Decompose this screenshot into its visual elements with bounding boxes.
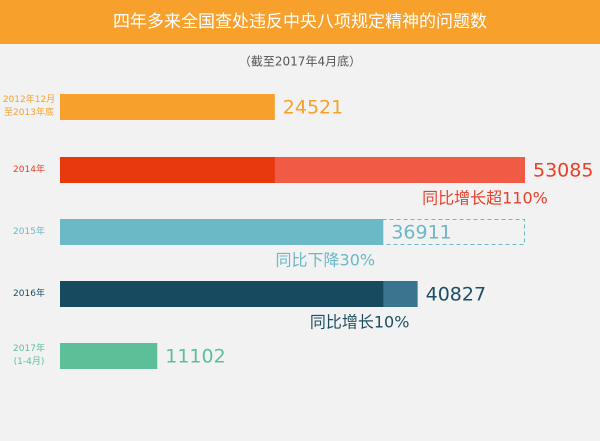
chart-subtitle: （截至2017年4月底） [239,54,361,69]
category-label: 2017年 (1-4月) [13,344,45,367]
category-label: 2016年 [13,288,45,299]
bar [60,219,384,245]
title-band [0,0,600,44]
value-label: 11102 [165,346,225,368]
category-label: 2015年 [13,226,45,237]
category-label: 2012年12月 至2013年底 [2,95,56,118]
previous-year-outline [60,219,525,245]
bar [60,94,275,120]
bar [60,343,158,369]
annotation: 同比下降30% [276,251,376,270]
value-label: 53085 [533,160,593,182]
value-label: 40827 [426,284,486,306]
chart-title: 四年多来全国查处违反中央八项规定精神的问题数 [113,12,487,32]
previous-year-bar [60,281,384,307]
annotation: 同比增长超110% [422,189,548,208]
value-label: 36911 [391,222,451,244]
previous-year-bar [60,157,275,183]
annotation: 同比增长10% [310,313,410,332]
category-label: 2014年 [13,164,45,175]
value-label: 24521 [283,97,343,119]
